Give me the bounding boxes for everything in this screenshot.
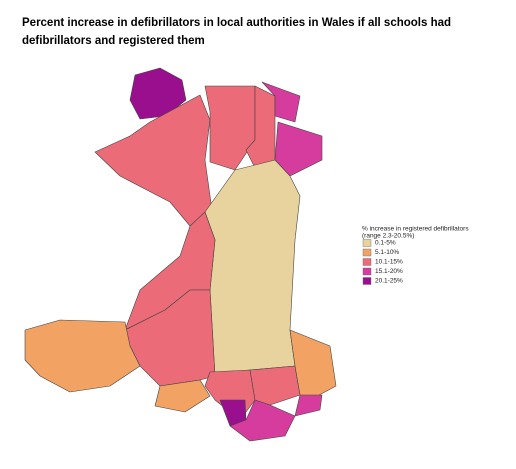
- regions: [24, 67, 337, 442]
- map-title: Percent increase in defibrillators in lo…: [22, 17, 452, 47]
- legend-label: 15.1-20%: [375, 268, 403, 275]
- legend-label: 0.1-5%: [375, 240, 396, 247]
- region: [24, 319, 141, 393]
- legend-swatch: [362, 248, 372, 257]
- region: [261, 81, 301, 123]
- legend-label: 10.1-15%: [375, 259, 403, 266]
- legend-swatch: [362, 277, 372, 285]
- legend-subtitle: (range 2.3-20.5%): [362, 233, 414, 240]
- legend-title: % increase in registered defibrillators: [362, 226, 469, 233]
- legend-swatch: [362, 267, 372, 276]
- region: [204, 85, 256, 171]
- region: [249, 365, 301, 406]
- region: [294, 394, 323, 417]
- legend-swatch: [362, 258, 372, 266]
- legend-label: 20.1-25%: [375, 278, 403, 285]
- legend-swatch: [362, 239, 372, 247]
- region: [229, 399, 296, 442]
- region: [274, 121, 323, 177]
- region: [204, 159, 301, 377]
- legend-label: 5.1-10%: [375, 249, 399, 256]
- legend: 0.1-5% 5.1-10% 10.1-15% 15.1-20% 20.1-25%: [362, 239, 403, 285]
- region: [154, 379, 211, 413]
